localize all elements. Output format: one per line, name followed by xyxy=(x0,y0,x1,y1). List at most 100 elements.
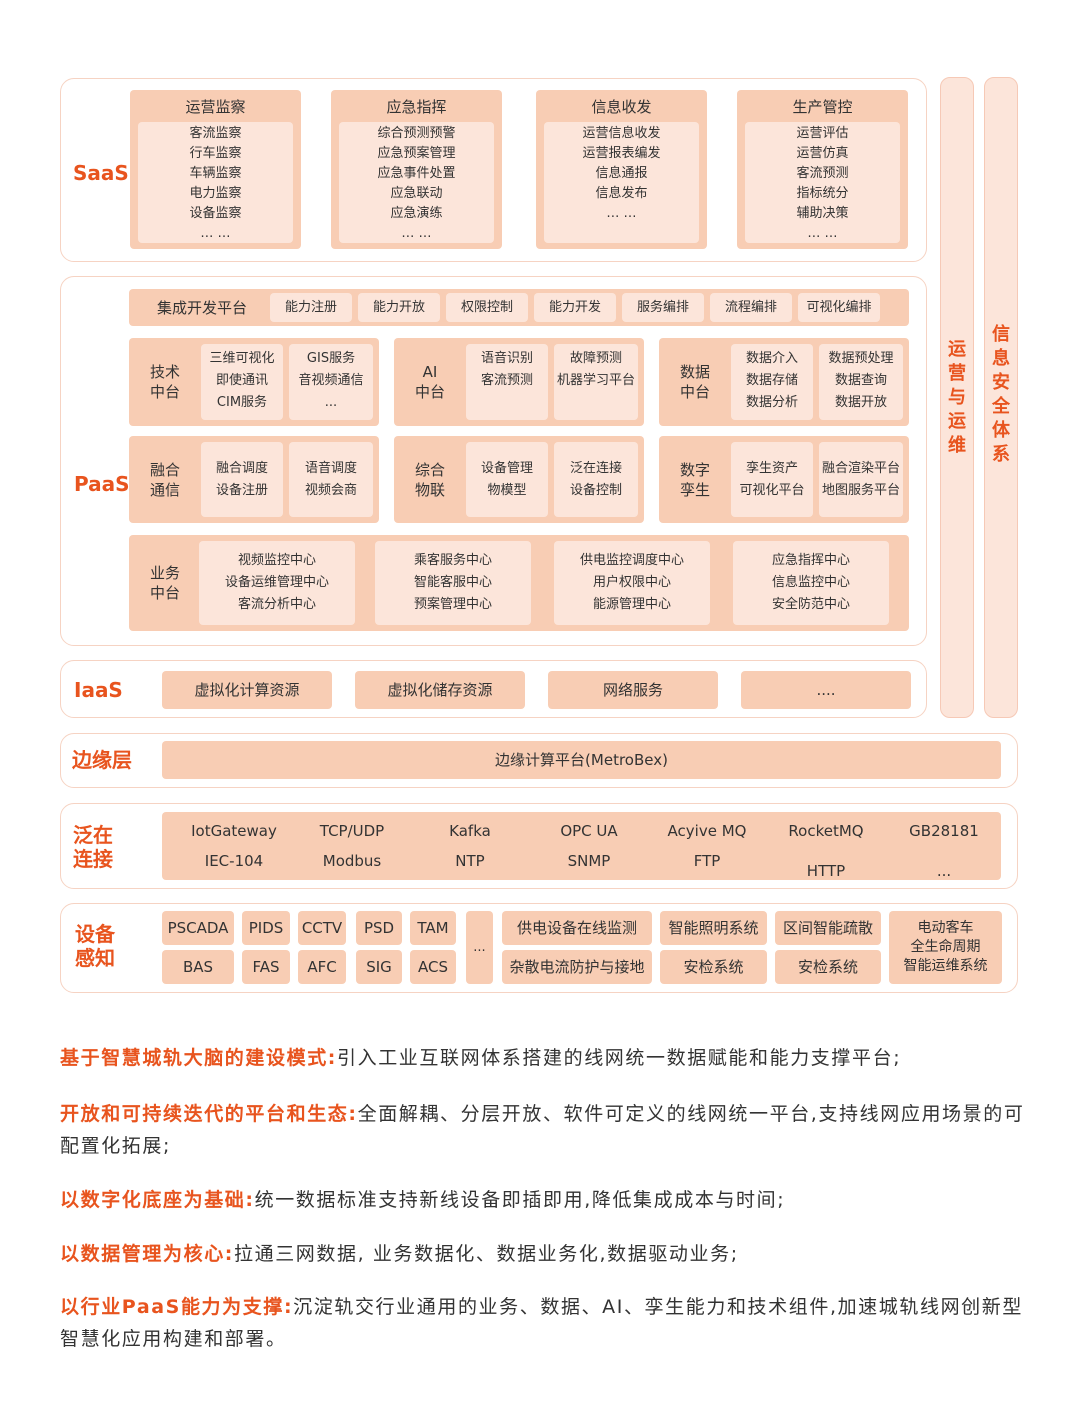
saas-module-title: 信息收发 xyxy=(591,97,652,116)
saas-module-items: 运营评估 运营仿真 客流预测 指标统分 辅助决策 … … xyxy=(745,122,900,243)
saas-item: 运营仿真 xyxy=(796,146,849,161)
business-column: 乘客服务中心 智能客服中心 预案管理中心 xyxy=(375,541,531,625)
integration-item: 能力开放 xyxy=(358,293,440,322)
saas-item: … … xyxy=(606,206,637,221)
paas-group-column: 数据预处理 数据查询 数据开放 xyxy=(819,344,903,420)
integration-item: 可视化编排 xyxy=(798,293,880,322)
protocol-item: Modbus xyxy=(322,852,382,870)
saas-module: 生产管控 运营评估 运营仿真 客流预测 指标统分 辅助决策 … … xyxy=(737,90,908,249)
paas-group-item: 语音识别 xyxy=(480,351,533,366)
paas-group: AI 中台 语音识别 客流预测 故障预测 机器学习平台 xyxy=(394,338,644,426)
paas-group: 融合 通信 融合调度 设备注册 语音调度 视频会商 xyxy=(129,436,379,523)
device-item: BAS xyxy=(162,950,234,984)
device-system: 杂散电流防护与接地 xyxy=(502,950,652,984)
description-paragraph: 以数字化底座为基础:统一数据标准支持新线设备即插即用,降低集成成本与时间; xyxy=(60,1184,1025,1216)
paas-group-column: 融合渲染平台 地图服务平台 xyxy=(819,442,903,517)
paas-group-item: 即使通讯 xyxy=(215,373,268,388)
iaas-item: 虚拟化储存资源 xyxy=(355,671,525,709)
saas-item: 应急事件处置 xyxy=(377,166,456,181)
paas-group-item: 泛在连接 xyxy=(569,460,622,476)
paas-group-column: GIS服务 音视频通信... xyxy=(289,344,373,420)
paas-label: PaaS xyxy=(74,472,130,496)
paas-group-name: 数据 中台 xyxy=(679,363,710,401)
paas-group-item: 数据存储 xyxy=(745,373,798,388)
saas-module-items: 客流监察 行车监察 车辆监察 电力监察 设备监察 … … xyxy=(138,122,293,243)
saas-item: 运营评估 xyxy=(796,126,849,141)
protocol-item: Acyive MQ xyxy=(667,822,747,840)
device-system: 供电设备在线监测 xyxy=(502,911,652,945)
saas-label: SaaS xyxy=(73,161,129,185)
saas-item: 综合预测预警 xyxy=(377,126,456,141)
integration-item: 能力开发 xyxy=(534,293,616,322)
protocol-item: Kafka xyxy=(449,822,491,840)
paragraph-text: 沉淀轨交行业通用的业务、数据、AI、孪生能力和技术组件,加速城轨线网创新型智慧化… xyxy=(60,1296,1023,1350)
business-item: 客流分析中心 xyxy=(237,597,316,612)
connect-label: 泛在 连接 xyxy=(73,823,113,871)
saas-item: 信息通报 xyxy=(595,166,648,181)
device-item: PSCADA xyxy=(162,911,234,945)
paas-group-item: 机器学习平台 xyxy=(556,373,635,388)
paas-group: 技术 中台 三维可视化 即使通讯 CIM服务 GIS服务 音视频通信... xyxy=(129,338,379,426)
paragraph-text: 全面解耦、分层开放、软件可定义的线网统一平台,支持线网应用场景的可配置化拓展; xyxy=(60,1103,1025,1157)
saas-module-title: 应急指挥 xyxy=(386,97,447,116)
saas-module-items: 综合预测预警 应急预案管理 应急事件处置 应急联动 应急演练 … … xyxy=(339,122,494,243)
saas-item: … … xyxy=(401,226,432,241)
info-security-bar: 信 息 安 全 体 系 xyxy=(984,77,1018,718)
device-item: TAM xyxy=(410,911,456,945)
paas-group-column: 泛在连接 设备控制 xyxy=(554,442,638,517)
saas-item: 运营信息收发 xyxy=(582,126,661,141)
saas-item: … … xyxy=(200,226,231,241)
paas-group-column: 故障预测 机器学习平台 xyxy=(554,344,638,420)
device-system: 安检系统 xyxy=(775,950,881,984)
description-paragraph: 以行业PaaS能力为支撑:沉淀轨交行业通用的业务、数据、AI、孪生能力和技术组件… xyxy=(60,1291,1025,1355)
protocol-item: FTP xyxy=(693,852,721,870)
business-item: 用户权限中心 xyxy=(592,575,671,590)
paas-group-item: 语音调度 xyxy=(304,460,357,476)
paas-group-name: 综合 物联 xyxy=(414,460,445,499)
paas-group-item: 融合调度 xyxy=(215,460,268,476)
paragraph-key: 开放和可持续迭代的平台和生态: xyxy=(60,1103,358,1125)
paas-group-column: 语音调度 视频会商 xyxy=(289,442,373,517)
protocol-box: IotGateway TCP/UDP Kafka OPC UA Acyive MQ Roc… xyxy=(162,812,1001,880)
iaas-label: IaaS xyxy=(74,678,123,702)
paas-group-item: 三维可视化 xyxy=(209,351,275,366)
paas-group-column: 语音识别 客流预测 xyxy=(466,344,548,420)
device-item: PIDS xyxy=(242,911,290,945)
saas-item: 信息发布 xyxy=(595,186,648,201)
saas-item: 客流监察 xyxy=(189,126,242,141)
business-column: 应急指挥中心 信息监控中心 安全防范中心 xyxy=(733,541,889,625)
saas-item: 应急预案管理 xyxy=(377,146,456,161)
integration-item: 权限控制 xyxy=(446,293,528,322)
saas-item: 车辆监察 xyxy=(189,166,242,181)
paas-group-item: 孪生资产 xyxy=(745,460,798,476)
paragraph-key: 基于智慧城轨大脑的建设模式: xyxy=(60,1047,337,1069)
business-item: 智能客服中心 xyxy=(413,575,492,590)
paas-group-item: 数据预处理 xyxy=(828,351,894,366)
saas-module: 运营监察 客流监察 行车监察 车辆监察 电力监察 设备监察 … … xyxy=(130,90,301,249)
protocol-item: IEC-104 xyxy=(204,852,264,870)
device-item: CCTV xyxy=(298,911,346,945)
saas-item: 设备监察 xyxy=(189,206,242,221)
paas-group-item: 视频会商 xyxy=(304,482,357,498)
protocol-item: ... xyxy=(936,862,952,880)
business-item: 设备运维管理中心 xyxy=(224,575,329,590)
paas-group-name: 数字 孪生 xyxy=(679,460,710,499)
business-item: 能源管理中心 xyxy=(592,597,671,612)
paas-group-item: 地图服务平台 xyxy=(821,482,900,498)
saas-item: 应急联动 xyxy=(390,186,443,201)
business-platform: 业务 中台 视频监控中心 设备运维管理中心 客流分析中心 乘客服务中心 智能客服中心 预案… xyxy=(129,535,909,631)
paas-group-column: 三维可视化 即使通讯 CIM服务 xyxy=(201,344,283,420)
paas-group-item: 数据开放 xyxy=(834,395,887,410)
integration-title: 集成开发平台 xyxy=(156,299,247,317)
info-security-label: 信 息 安 全 体 系 xyxy=(992,324,1010,465)
saas-module-title: 运营监察 xyxy=(185,97,246,116)
paas-group: 综合 物联 设备管理 物模型 泛在连接 设备控制 xyxy=(394,436,644,523)
description-paragraph: 以数据管理为核心:拉通三网数据, 业务数据化、数据业务化,数据驱动业务; xyxy=(60,1238,1025,1270)
protocol-item: TCP/UDP xyxy=(319,822,385,840)
business-item: 信息监控中心 xyxy=(771,575,850,590)
saas-item: 电力监察 xyxy=(189,186,242,201)
protocol-item: RocketMQ xyxy=(788,822,864,840)
business-column: 供电监控调度中心 用户权限中心 能源管理中心 xyxy=(554,541,710,625)
device-system-ev: 电动客车 全生命周期 智能运维系统 xyxy=(889,911,1002,984)
paas-group-item: 设备控制 xyxy=(569,482,622,498)
